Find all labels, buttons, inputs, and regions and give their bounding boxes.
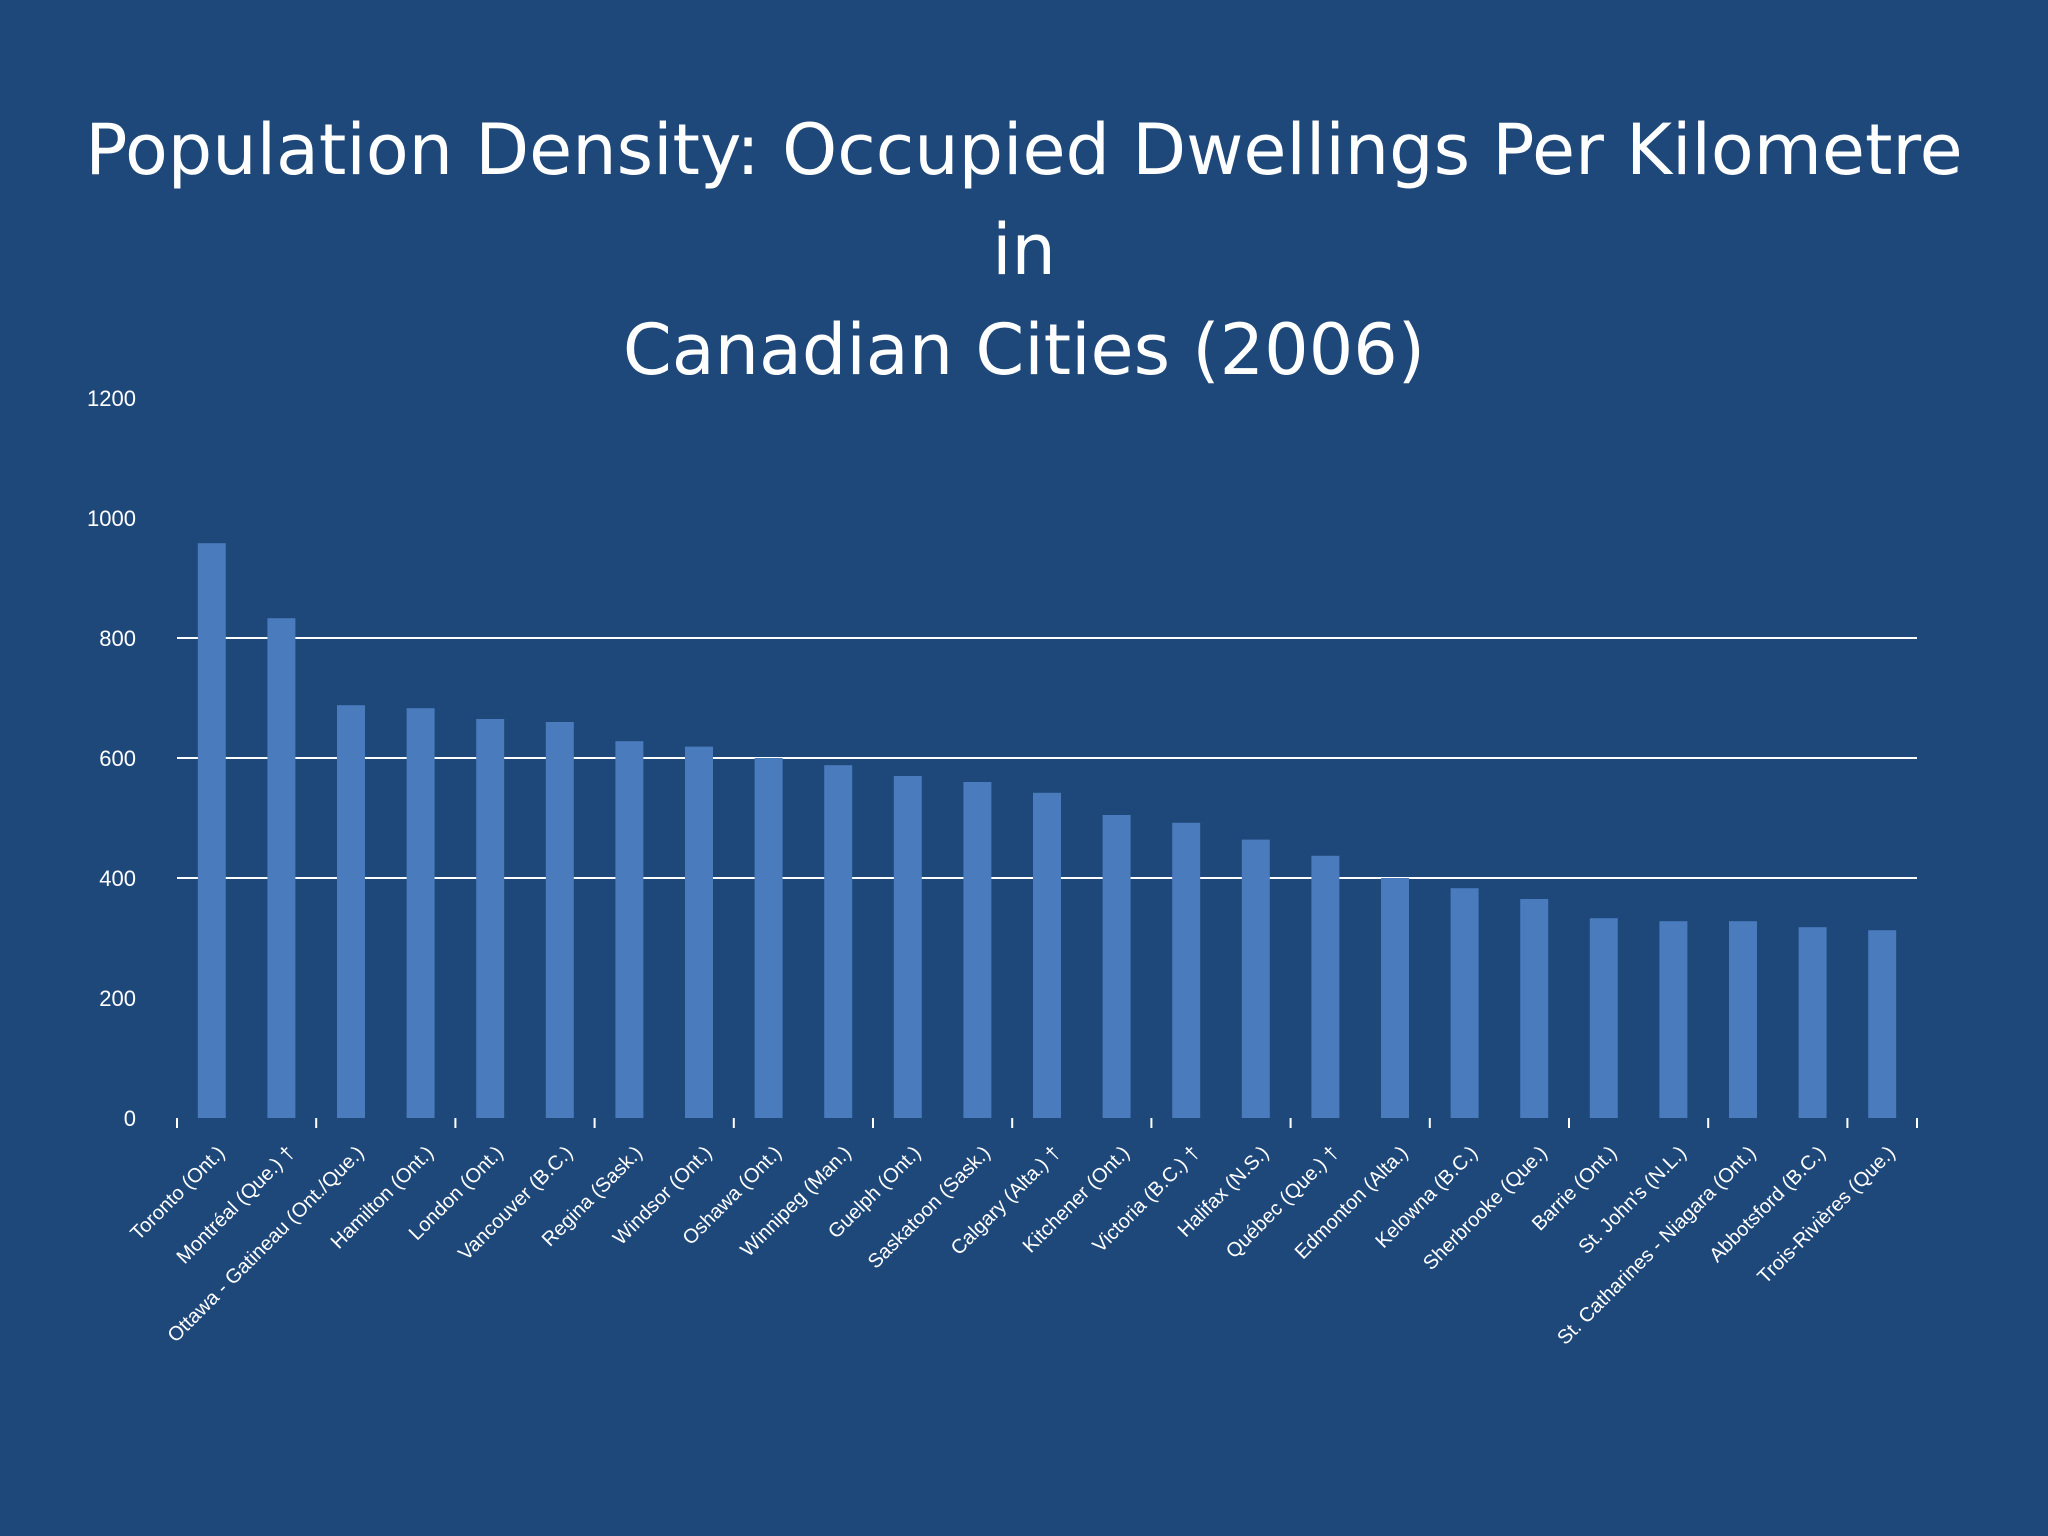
bar-19 bbox=[1450, 888, 1479, 1118]
bar-15 bbox=[1172, 822, 1201, 1118]
bar-4 bbox=[406, 708, 435, 1118]
y-tick-label-200: 200 bbox=[99, 986, 136, 1011]
bar-7 bbox=[615, 741, 644, 1118]
bar-22 bbox=[1659, 921, 1688, 1118]
y-tick-label-1000: 1000 bbox=[87, 506, 136, 531]
x-category-label-12: Saskatoon (Sask.) bbox=[864, 1142, 995, 1273]
bar-6 bbox=[545, 722, 574, 1118]
bar-20 bbox=[1520, 899, 1549, 1118]
bar-13 bbox=[1033, 792, 1061, 1118]
bar-2 bbox=[267, 618, 296, 1118]
bar-23 bbox=[1729, 921, 1757, 1118]
y-tick-label-400: 400 bbox=[99, 866, 136, 891]
y-tick-label-600: 600 bbox=[99, 746, 136, 771]
chart-title-line-2: Canadian Cities (2006) bbox=[622, 309, 1426, 391]
bar-3 bbox=[337, 705, 365, 1118]
bar-8 bbox=[685, 746, 713, 1118]
bar-14 bbox=[1102, 815, 1131, 1118]
bar-24 bbox=[1798, 927, 1827, 1118]
bar-21 bbox=[1589, 918, 1618, 1118]
y-tick-label-0: 0 bbox=[124, 1106, 136, 1131]
bar-16 bbox=[1241, 839, 1270, 1118]
x-category-label-20: Sherbrooke (Que.) bbox=[1419, 1142, 1552, 1275]
y-tick-label-800: 800 bbox=[99, 626, 136, 651]
x-category-label-2: Montréal (Que.) † bbox=[173, 1142, 299, 1268]
bar-9 bbox=[754, 758, 783, 1118]
bar-11 bbox=[893, 776, 922, 1118]
bar-18 bbox=[1381, 878, 1409, 1118]
y-tick-label-1200: 1200 bbox=[87, 386, 136, 411]
x-category-label-25: Trois-Rivières (Que.) bbox=[1753, 1142, 1899, 1288]
x-category-label-24: Abbotsford (B.C.) bbox=[1705, 1142, 1830, 1267]
bar-25 bbox=[1868, 930, 1897, 1118]
bar-5 bbox=[476, 719, 505, 1118]
chart-title: Population Density: Occupied Dwellings P… bbox=[80, 100, 1968, 400]
bar-17 bbox=[1311, 855, 1340, 1118]
bar-1 bbox=[197, 543, 226, 1118]
bar-10 bbox=[824, 765, 853, 1118]
chart-title-line-1: Population Density: Occupied Dwellings P… bbox=[85, 109, 1963, 291]
bar-12 bbox=[963, 782, 992, 1118]
